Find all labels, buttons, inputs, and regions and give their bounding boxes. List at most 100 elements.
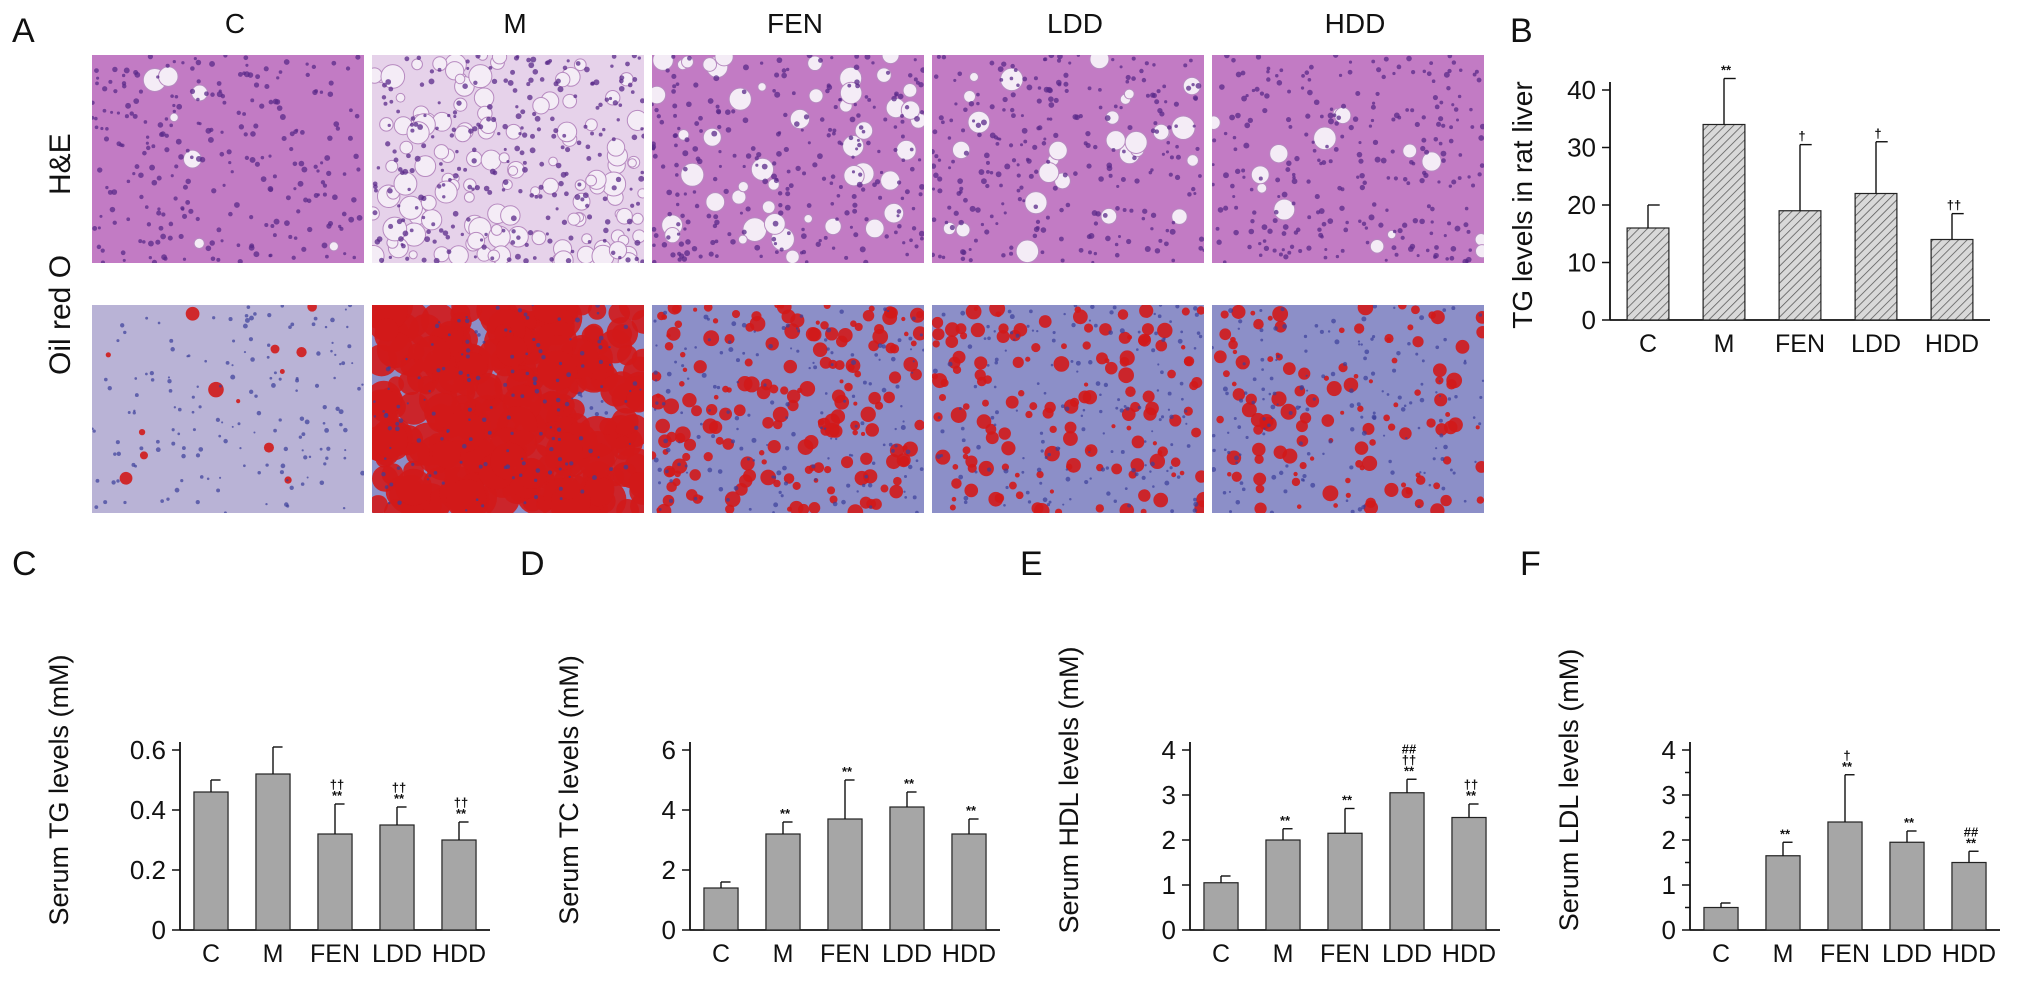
oil-red-o-micrograph-m xyxy=(372,305,644,513)
y-axis-label: TG levels in rat liver xyxy=(1507,81,1538,328)
significance-marker: †† xyxy=(1464,777,1478,792)
significance-marker: †† xyxy=(392,780,406,795)
category-label: LDD xyxy=(1882,940,1932,968)
y-axis-label: Serum TG levels (mM) xyxy=(44,654,74,925)
y-tick-label: 20 xyxy=(1567,190,1596,220)
category-label: LDD xyxy=(1382,940,1432,968)
column-label-ldd: LDD xyxy=(1046,8,1103,39)
panel-letter-a: A xyxy=(12,12,35,50)
category-label: HDD xyxy=(1942,940,1996,968)
chart-liver-tg: TG levels in rat liver 0 10 20 30 40 C ** M † FEN †… xyxy=(1507,63,1990,358)
significance-marker: † xyxy=(1798,129,1805,144)
row-label-he: H&E xyxy=(44,133,77,195)
category-label: HDD xyxy=(942,940,996,968)
significance-marker: ** xyxy=(1342,793,1353,808)
significance-marker: ** xyxy=(1842,759,1853,774)
significance-marker: †† xyxy=(1947,198,1961,213)
category-label: C xyxy=(1639,330,1657,358)
significance-marker: ** xyxy=(904,776,915,791)
bar xyxy=(1889,841,1925,931)
y-tick-label: 30 xyxy=(1567,133,1596,163)
category-label: M xyxy=(1714,330,1735,358)
bar xyxy=(765,833,801,931)
he-micrograph-m xyxy=(372,55,644,263)
panel-letter-b: B xyxy=(1510,12,1533,50)
y-tick-label: 0 xyxy=(662,915,676,945)
category-label: FEN xyxy=(310,940,360,968)
category-label: M xyxy=(1773,940,1794,968)
bar xyxy=(1778,210,1822,321)
y-tick-label: 0 xyxy=(1162,915,1176,945)
category-label: LDD xyxy=(882,940,932,968)
y-tick-label: 2 xyxy=(1162,825,1176,855)
bar xyxy=(1702,123,1746,321)
y-tick-label: 1 xyxy=(1162,870,1176,900)
significance-marker: ** xyxy=(1404,763,1415,778)
bar xyxy=(255,773,291,931)
bar xyxy=(951,833,987,931)
y-axis-label: Serum TC levels (mM) xyxy=(554,655,584,925)
category-label: M xyxy=(773,940,794,968)
panel-letter-e: E xyxy=(1020,545,1043,583)
bar xyxy=(1930,238,1974,321)
category-label: M xyxy=(1273,940,1294,968)
bar xyxy=(1703,906,1739,931)
y-tick-label: 4 xyxy=(1662,735,1676,765)
bar xyxy=(889,806,925,931)
bar xyxy=(1389,792,1425,931)
chart-serum-ldl: Serum LDL levels (mM) 01234C**M**†FEN**LD… xyxy=(1554,649,2000,968)
significance-marker: ** xyxy=(1904,815,1915,830)
bar xyxy=(1765,855,1801,931)
category-label: C xyxy=(712,940,730,968)
column-label-c: C xyxy=(224,8,246,39)
bar xyxy=(441,839,477,931)
oil-red-o-micrograph-c xyxy=(92,305,364,513)
bar xyxy=(317,833,353,931)
bar xyxy=(1626,227,1670,321)
significance-marker: ** xyxy=(332,788,343,803)
bar xyxy=(703,887,739,931)
significance-marker: ** xyxy=(394,791,405,806)
y-tick-label: 3 xyxy=(1662,780,1676,810)
y-tick-label: 2 xyxy=(1662,825,1676,855)
y-tick-label: 0.4 xyxy=(130,795,166,825)
y-tick-label: 0.6 xyxy=(130,735,166,765)
bar xyxy=(1203,882,1239,931)
y-axis-label: Serum HDL levels (mM) xyxy=(1054,646,1084,933)
category-label: FEN xyxy=(1775,330,1825,358)
y-tick-label: 0 xyxy=(1582,305,1596,335)
category-label: FEN xyxy=(1320,940,1370,968)
chart-serum-hdl: Serum HDL levels (mM) 01234C**M**FEN**††#… xyxy=(1054,646,1500,968)
significance-marker: † xyxy=(1843,748,1850,763)
category-label: FEN xyxy=(1820,940,1870,968)
y-tick-label: 2 xyxy=(662,855,676,885)
category-label: C xyxy=(1212,940,1230,968)
oil-red-o-micrograph-ldd xyxy=(932,305,1204,513)
category-label: FEN xyxy=(820,940,870,968)
significance-marker: ** xyxy=(456,806,467,821)
significance-marker: †† xyxy=(330,777,344,792)
y-tick-label: 0 xyxy=(1662,915,1676,945)
bar xyxy=(1451,816,1487,931)
oil-red-o-micrograph-hdd xyxy=(1212,305,1484,513)
row-label-oil-red-o: Oil red O xyxy=(44,254,77,375)
he-micrograph-c xyxy=(92,55,364,263)
significance-marker: ## xyxy=(1402,741,1417,756)
significance-marker: ** xyxy=(966,803,977,818)
he-micrograph-fen xyxy=(652,55,924,263)
bar xyxy=(1827,821,1863,931)
significance-marker: † xyxy=(1874,126,1881,141)
bar xyxy=(1265,839,1301,931)
category-label: HDD xyxy=(1442,940,1496,968)
significance-marker: †† xyxy=(454,795,468,810)
panel-letter-c: C xyxy=(12,545,37,583)
bar xyxy=(1951,861,1987,931)
category-label: M xyxy=(263,940,284,968)
significance-marker: †† xyxy=(1402,752,1416,767)
y-axis-label: Serum LDL levels (mM) xyxy=(1554,649,1584,932)
column-label-hdd: HDD xyxy=(1324,8,1386,39)
category-label: HDD xyxy=(432,940,486,968)
significance-marker: ** xyxy=(780,806,791,821)
bar xyxy=(827,818,863,931)
bar xyxy=(1327,832,1363,931)
